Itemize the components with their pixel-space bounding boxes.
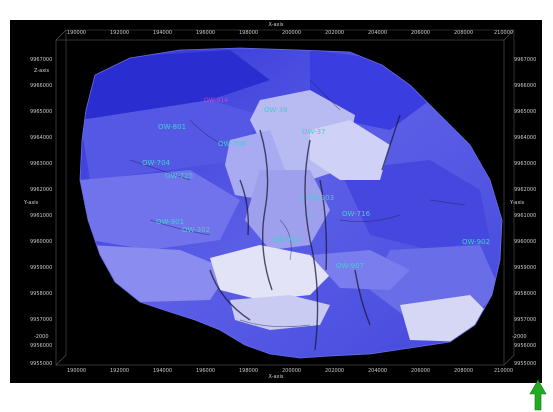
y-tick: 9959000: [514, 265, 536, 271]
x-tick: 190000: [67, 30, 86, 36]
y-tick: 9957000: [30, 317, 52, 323]
x-tick: 200000: [282, 30, 301, 36]
y-tick: 9955000: [514, 361, 536, 367]
y-tick: 9964000: [30, 135, 52, 141]
x-axis-title-top: X-axis: [269, 22, 284, 28]
x-ticks-top: 190000 192000 194000 196000 198000 20000…: [67, 30, 513, 36]
well-label[interactable]: OW-903: [306, 194, 334, 202]
y-tick: 9965000: [514, 109, 536, 115]
x-tick: 194000: [153, 30, 172, 36]
well-label[interactable]: OW-706: [218, 140, 247, 148]
x-tick: 202000: [325, 368, 344, 374]
x-tick: 210000: [494, 368, 513, 374]
x-ticks-bottom: 190000 192000 194000 196000 198000 20000…: [67, 368, 513, 374]
y-tick: 9956000: [514, 343, 536, 349]
y-tick: 9961000: [30, 213, 52, 219]
z-axis-title: Z-axis: [34, 68, 50, 74]
x-tick: 196000: [196, 368, 215, 374]
x-tick: 198000: [239, 368, 258, 374]
x-tick: 208000: [454, 368, 473, 374]
bounding-box: [55, 29, 515, 366]
y-ticks-right: 9967000 9966000 9965000 9964000 9963000 …: [514, 57, 536, 367]
well-marker-label[interactable]: OW-914: [204, 97, 228, 104]
x-tick: 204000: [368, 30, 387, 36]
x-tick: 194000: [153, 368, 172, 374]
x-axis-title-bottom: X-axis: [269, 374, 284, 380]
y-tick: 9965000: [30, 109, 52, 115]
y-tick: 9956000: [30, 343, 52, 349]
y-tick: 9963000: [30, 161, 52, 167]
y-tick: 9962000: [514, 187, 536, 193]
x-tick: 208000: [454, 30, 473, 36]
x-tick: 206000: [411, 30, 430, 36]
y-tick: 9958000: [30, 291, 52, 297]
y-tick: 9957000: [514, 317, 536, 323]
well-label[interactable]: OW-801: [158, 123, 186, 131]
y-tick: 9959000: [30, 265, 52, 271]
x-tick: 192000: [110, 368, 129, 374]
north-arrow-icon: [529, 379, 547, 411]
y-tick: 9958000: [514, 291, 536, 297]
x-tick: 210000: [494, 30, 513, 36]
y-tick: 9967000: [514, 57, 536, 63]
3d-viewport[interactable]: X-axis X-axis Y-axis Y-axis Z-axis -2000…: [10, 20, 542, 383]
well-label[interactable]: OW-905: [272, 236, 300, 244]
x-tick: 198000: [239, 30, 258, 36]
surface-outline: [79, 47, 503, 359]
well-label[interactable]: OW-901: [156, 218, 184, 226]
y-axis-title-right: Y-axis: [509, 200, 525, 206]
y-tick: 9966000: [30, 83, 52, 89]
x-tick: 202000: [325, 30, 344, 36]
well-label[interactable]: OW-38: [264, 106, 288, 114]
well-label[interactable]: OW-716: [342, 210, 371, 218]
well-label[interactable]: OW-37: [302, 128, 326, 136]
z-tick-left: -2000: [34, 334, 49, 340]
y-axis-title-left: Y-axis: [23, 200, 39, 206]
map-canvas[interactable]: X-axis X-axis Y-axis Y-axis Z-axis -2000…: [10, 20, 542, 383]
x-tick: 196000: [196, 30, 215, 36]
well-label[interactable]: OW-302: [182, 226, 210, 234]
y-tick: 9962000: [30, 187, 52, 193]
x-tick: 206000: [411, 368, 430, 374]
y-tick: 9955000: [30, 361, 52, 367]
x-tick: 192000: [110, 30, 129, 36]
y-ticks-left: 9967000 9966000 9965000 9964000 9963000 …: [30, 57, 52, 367]
well-label[interactable]: OW-907: [336, 262, 364, 270]
surface-mesh: [80, 48, 502, 358]
well-label[interactable]: OW-725: [165, 172, 193, 180]
x-tick: 190000: [67, 368, 86, 374]
z-tick-right: -2000: [512, 334, 527, 340]
y-tick: 9964000: [514, 135, 536, 141]
well-labels: OW-914 OW-801 OW-38 OW-37 OW-706 OW-704 …: [142, 97, 490, 270]
y-tick: 9960000: [30, 239, 52, 245]
y-tick: 9960000: [514, 239, 536, 245]
x-tick: 204000: [368, 368, 387, 374]
well-markers: [279, 196, 311, 237]
x-tick: 200000: [282, 368, 301, 374]
well-label[interactable]: OW-902: [462, 238, 490, 246]
y-tick: 9963000: [514, 161, 536, 167]
well-label[interactable]: OW-704: [142, 159, 171, 167]
y-tick: 9966000: [514, 83, 536, 89]
y-tick: 9961000: [514, 213, 536, 219]
y-tick: 9967000: [30, 57, 52, 63]
